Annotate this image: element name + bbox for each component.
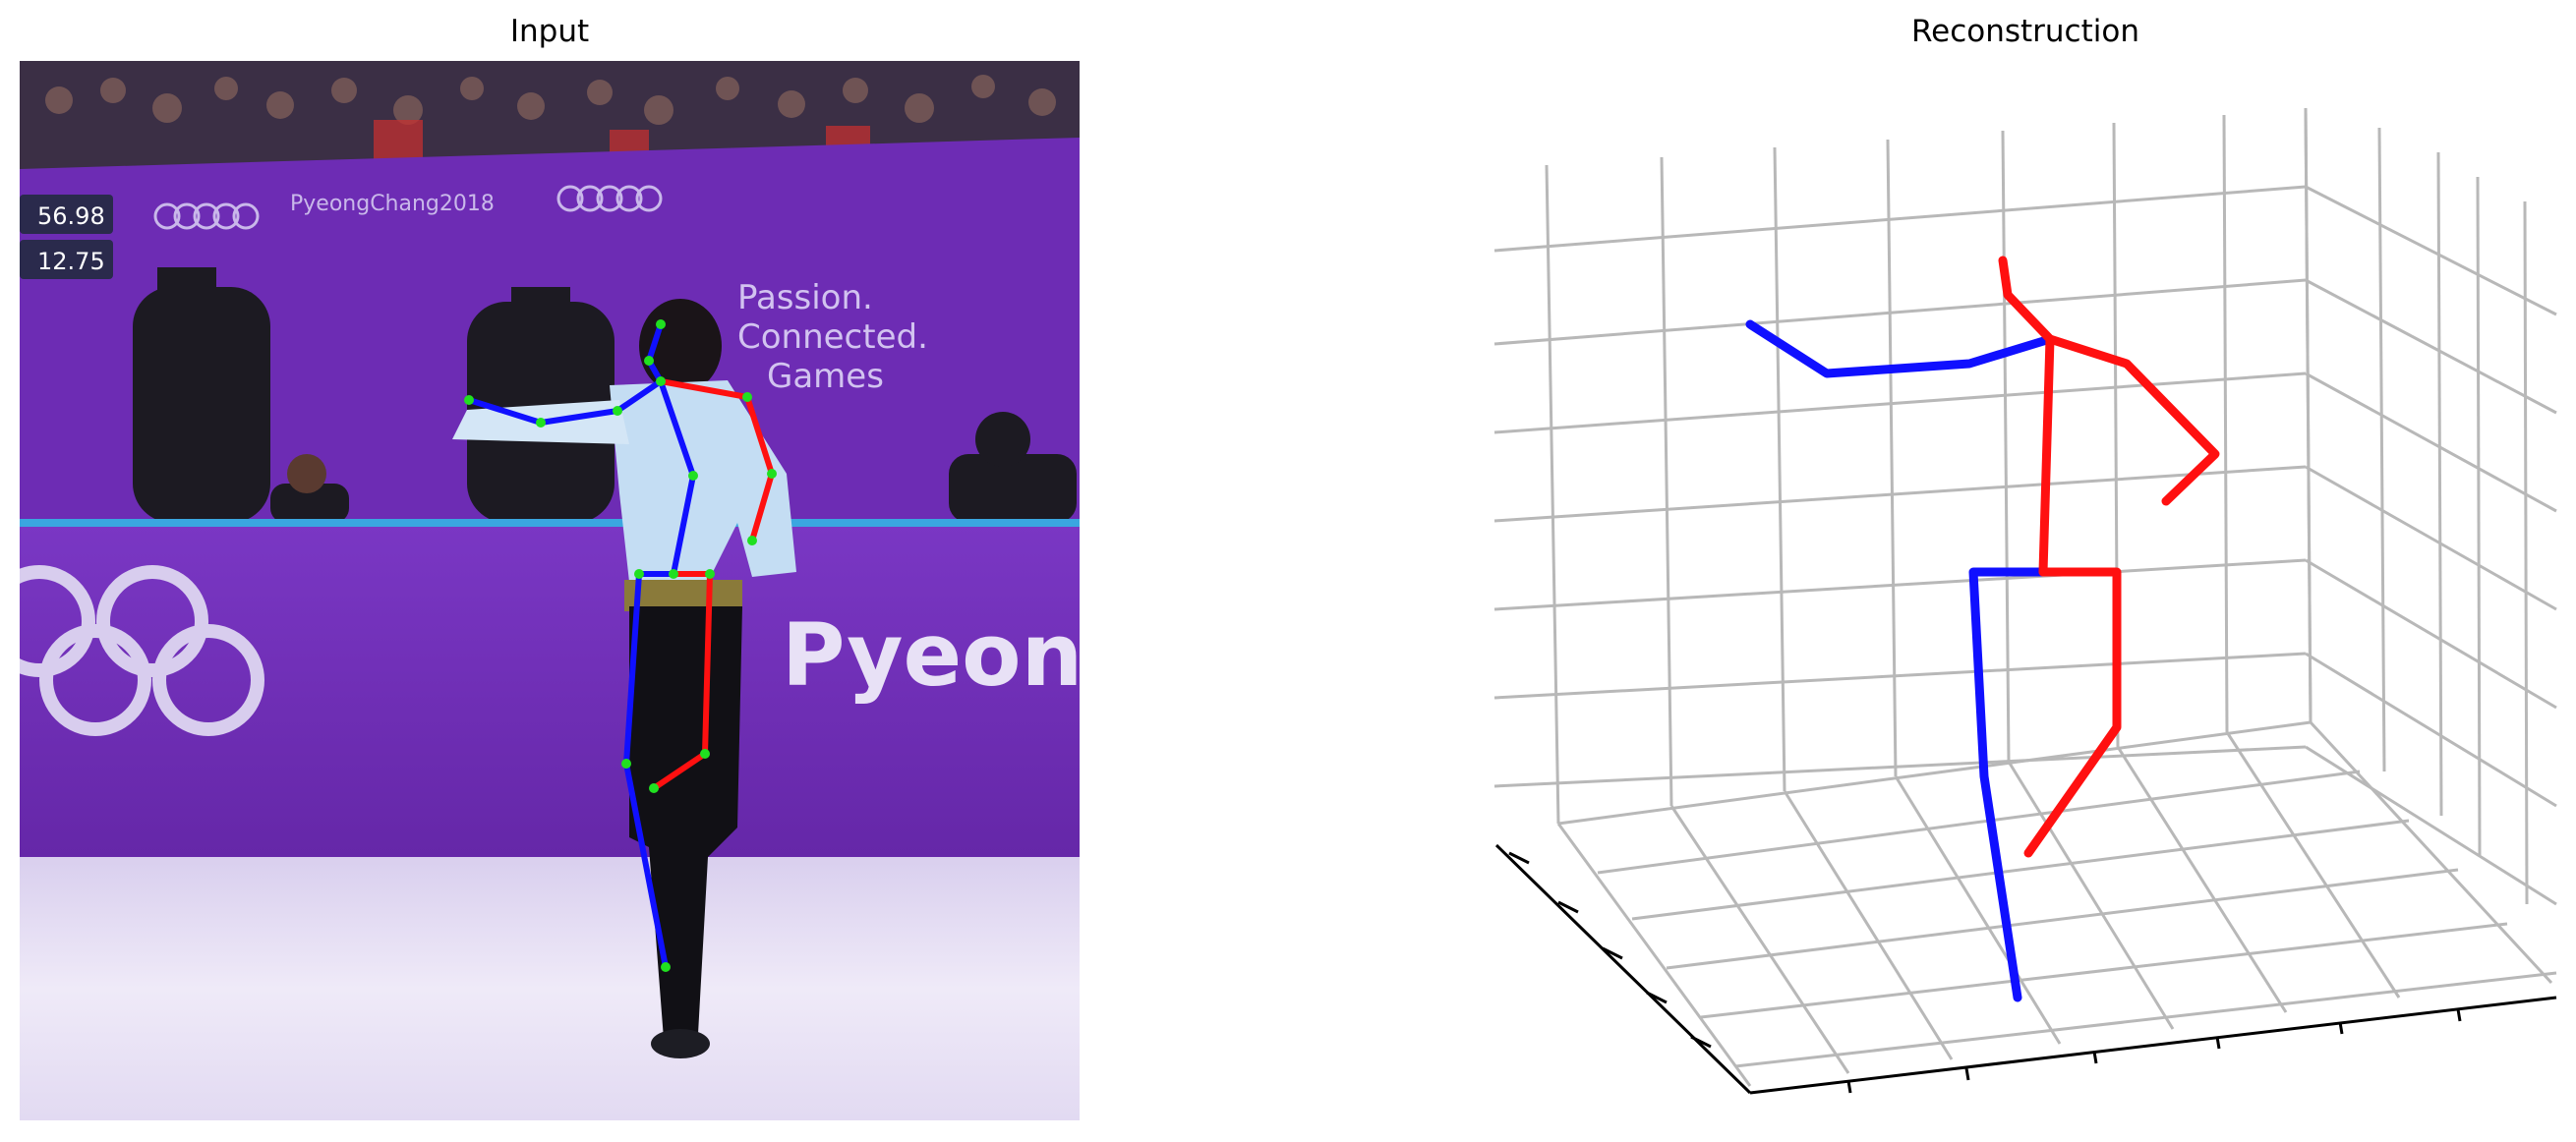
skeleton-2d-left-arm <box>466 378 664 427</box>
input-image: PyeongChang2018 Passion. Connected. Game… <box>20 61 1080 1120</box>
scoreboard: 56.98 12.75 <box>20 195 113 279</box>
skater-belt <box>624 580 742 611</box>
skater-boot <box>651 1029 710 1058</box>
input-panel-title: Input <box>509 14 590 49</box>
skeleton-2d <box>466 321 776 970</box>
grid-back-wall <box>1493 107 2313 825</box>
skeleton-3d-right-leg <box>2023 567 2122 858</box>
banner-small-text: PyeongChang2018 <box>290 192 495 216</box>
sub-score-value: 12.75 <box>37 248 105 275</box>
skeleton-3d <box>1745 256 2220 1002</box>
slogan-line-1: Passion. <box>737 278 873 317</box>
score-value: 56.98 <box>37 202 105 230</box>
rink-board <box>20 523 1080 857</box>
grid-floor <box>1556 720 2557 1087</box>
skeleton-3d-right-arm <box>2045 334 2220 506</box>
skeleton-2d-joints <box>464 319 777 972</box>
slogan-line-3: Games <box>767 357 884 396</box>
banner-rings-right <box>556 185 663 212</box>
skater-shirt <box>610 380 796 582</box>
ice-surface <box>20 857 1080 1120</box>
reconstruction-3d-plot <box>1475 61 2576 1132</box>
crowd-figures <box>45 75 1056 125</box>
skeleton-2d-right-arm <box>658 378 776 543</box>
reconstruction-panel-title: Reconstruction <box>1910 14 2139 49</box>
slogan-line-2: Connected. <box>737 317 928 357</box>
slogan: Passion. Connected. Games <box>737 278 928 396</box>
rink-board-text: PyeongC <box>782 604 1080 706</box>
skeleton-3d-left-leg <box>1968 567 2048 1002</box>
banner-rings-left <box>153 202 260 230</box>
plot-axes <box>1494 843 2557 1095</box>
skeleton-3d-spine <box>1998 256 2055 577</box>
olympic-rings-large <box>20 565 264 736</box>
rink-board-edge <box>20 519 1080 527</box>
grid-side-wall <box>2304 107 2557 906</box>
reconstruction-svg <box>1493 107 2557 1095</box>
skeleton-3d-left-arm <box>1745 319 2055 378</box>
skeleton-2d-left-leg <box>622 571 676 970</box>
skeleton-2d-right-leg <box>651 571 714 791</box>
input-photo-svg: PyeongChang2018 Passion. Connected. Game… <box>20 61 1080 1120</box>
